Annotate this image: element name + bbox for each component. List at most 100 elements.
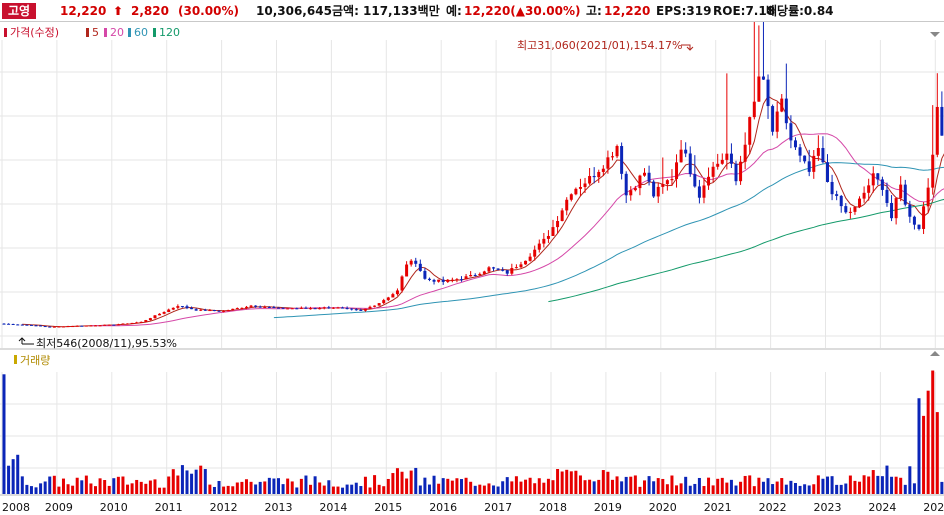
candle-body (793, 140, 797, 148)
candle-body (66, 326, 70, 328)
candle-body (162, 312, 166, 314)
candle-body (249, 305, 253, 307)
volume-bar (638, 486, 642, 494)
candle-body (391, 294, 395, 298)
candle-body (322, 307, 326, 309)
candle-body (615, 146, 619, 157)
candle-body (116, 324, 120, 326)
candle-body (295, 308, 299, 310)
volume-bar (743, 475, 747, 494)
low-arrow-icon (18, 337, 34, 345)
candle-body (926, 187, 930, 207)
volume-bar (382, 486, 386, 494)
volume-bar (885, 465, 889, 494)
price-legend-swatch (4, 28, 7, 37)
candle-body (771, 106, 775, 132)
volume-bar (711, 485, 715, 494)
volume-bar (437, 483, 441, 494)
volume-bar (720, 477, 724, 494)
candle-body (158, 313, 162, 316)
stock-name-badge[interactable]: 고영 (2, 3, 37, 19)
volume-bar (71, 485, 75, 494)
volume-bar (363, 476, 367, 494)
price-volume-chart[interactable]: 가격(수정) 5 20 60 120 거래량 최고31,060(2021/01)… (0, 22, 944, 515)
volume-legend: 거래량 (14, 354, 50, 367)
candle-body (583, 183, 587, 188)
candle-body (656, 186, 660, 197)
candle-body (826, 162, 829, 182)
candle-body (71, 326, 75, 328)
candle-body (620, 146, 624, 174)
candle-body (148, 318, 152, 321)
candle-body (327, 307, 331, 309)
candle-body (697, 186, 701, 198)
volume-bar (487, 483, 491, 494)
high-arrow-icon (681, 44, 694, 51)
candle-body (107, 324, 111, 326)
candle-body (299, 307, 303, 309)
candle-body (588, 176, 592, 184)
volume-bar (80, 480, 84, 494)
volume-bar (835, 484, 839, 494)
candle-body (501, 269, 505, 271)
volume-bar (761, 481, 765, 494)
eps-value: EPS:319 (656, 4, 712, 18)
pane-collapse-icon[interactable] (930, 32, 940, 37)
ma60-line (273, 162, 944, 319)
candle-body (482, 271, 486, 274)
candle-body (446, 279, 450, 282)
ma5-label: 5 (92, 26, 99, 39)
volume-bar (560, 471, 564, 494)
volume-bar (148, 480, 152, 494)
x-axis-ticks: 2008 2009 2010 2011 2012 2013 2014 2015 2016 2017… (2, 501, 944, 514)
candle-body (455, 279, 459, 281)
candle-body (418, 263, 422, 271)
volume-bar (496, 486, 500, 494)
volume-bar (537, 478, 541, 494)
volume-pane-collapse-icon[interactable] (930, 351, 940, 356)
volume-bar (180, 465, 184, 494)
candle-body (194, 309, 198, 311)
volume-bar (606, 471, 610, 494)
candle-body (665, 180, 669, 185)
volume-bar (798, 485, 802, 494)
x-tick-label: 2017 (484, 501, 512, 514)
candle-body (528, 256, 532, 261)
volume-bar (665, 484, 669, 494)
volume-bar (752, 486, 756, 494)
candle-body (80, 325, 84, 327)
candle-body (519, 264, 523, 268)
candle-body (11, 323, 15, 325)
volume-bar (542, 482, 546, 494)
candle-body (784, 98, 788, 124)
volume-bar (524, 479, 528, 494)
volume-bar (217, 480, 221, 494)
volume-bar (29, 486, 33, 494)
candle-body (377, 303, 381, 306)
candle-body (222, 310, 226, 312)
volume-bar (830, 476, 834, 494)
x-tick-label: 2016 (429, 501, 457, 514)
volume-bar (643, 480, 646, 494)
candle-body (524, 260, 528, 265)
high-annotation: 최고31,060(2021/01),154.17% (517, 39, 682, 52)
volume-bar (890, 476, 894, 494)
volume-bar (725, 482, 729, 494)
volume-bar (853, 480, 857, 494)
high-label: 고: (586, 4, 602, 18)
volume-bar (546, 478, 550, 494)
volume-bar (327, 480, 331, 494)
volume-bar (528, 477, 532, 494)
price-legend: 가격(수정) 5 20 60 120 (4, 26, 180, 39)
volume-bar (780, 478, 784, 494)
candle-body (386, 297, 390, 301)
volume-bar (565, 469, 569, 494)
volume-bar (533, 483, 537, 494)
candle-body (171, 307, 175, 310)
candle-body (931, 154, 935, 188)
candle-body (350, 308, 354, 310)
candle-body (487, 267, 491, 272)
volume-bar (16, 454, 20, 494)
volume-bar (775, 481, 779, 494)
volume-bar (455, 478, 459, 494)
